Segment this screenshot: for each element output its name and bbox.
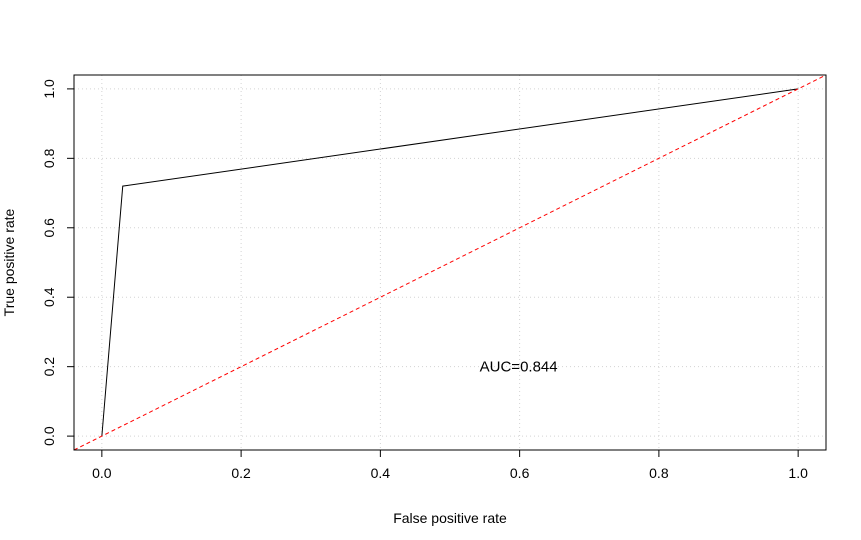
y-tick-label-4: 0.8	[41, 148, 57, 168]
x-axis-label: False positive rate	[393, 510, 507, 526]
y-axis: 0.0 0.2 0.4 0.6 0.8 1.0	[41, 79, 74, 446]
y-tick-label-3: 0.6	[41, 218, 57, 238]
x-tick-label-5: 1.0	[788, 465, 808, 481]
y-tick-label-5: 1.0	[41, 79, 57, 99]
x-tick-label-3: 0.6	[510, 465, 530, 481]
roc-curve-line	[101, 88, 799, 437]
plot-series	[73, 74, 827, 451]
y-tick-label-0: 0.0	[41, 426, 57, 446]
x-tick-label-2: 0.4	[371, 465, 391, 481]
x-tick-label-0: 0.0	[92, 465, 112, 481]
x-tick-label-4: 0.8	[649, 465, 669, 481]
x-axis: 0.0 0.2 0.4 0.6 0.8 1.0	[92, 450, 808, 481]
diagonal-reference-line	[73, 74, 827, 451]
y-axis-label: True positive rate	[1, 208, 17, 316]
x-tick-label-1: 0.2	[231, 465, 251, 481]
y-tick-label-2: 0.4	[41, 287, 57, 307]
auc-annotation: AUC=0.844	[480, 359, 558, 376]
y-tick-label-1: 0.2	[41, 357, 57, 377]
grid	[74, 75, 826, 450]
plot-frame	[73, 74, 827, 451]
